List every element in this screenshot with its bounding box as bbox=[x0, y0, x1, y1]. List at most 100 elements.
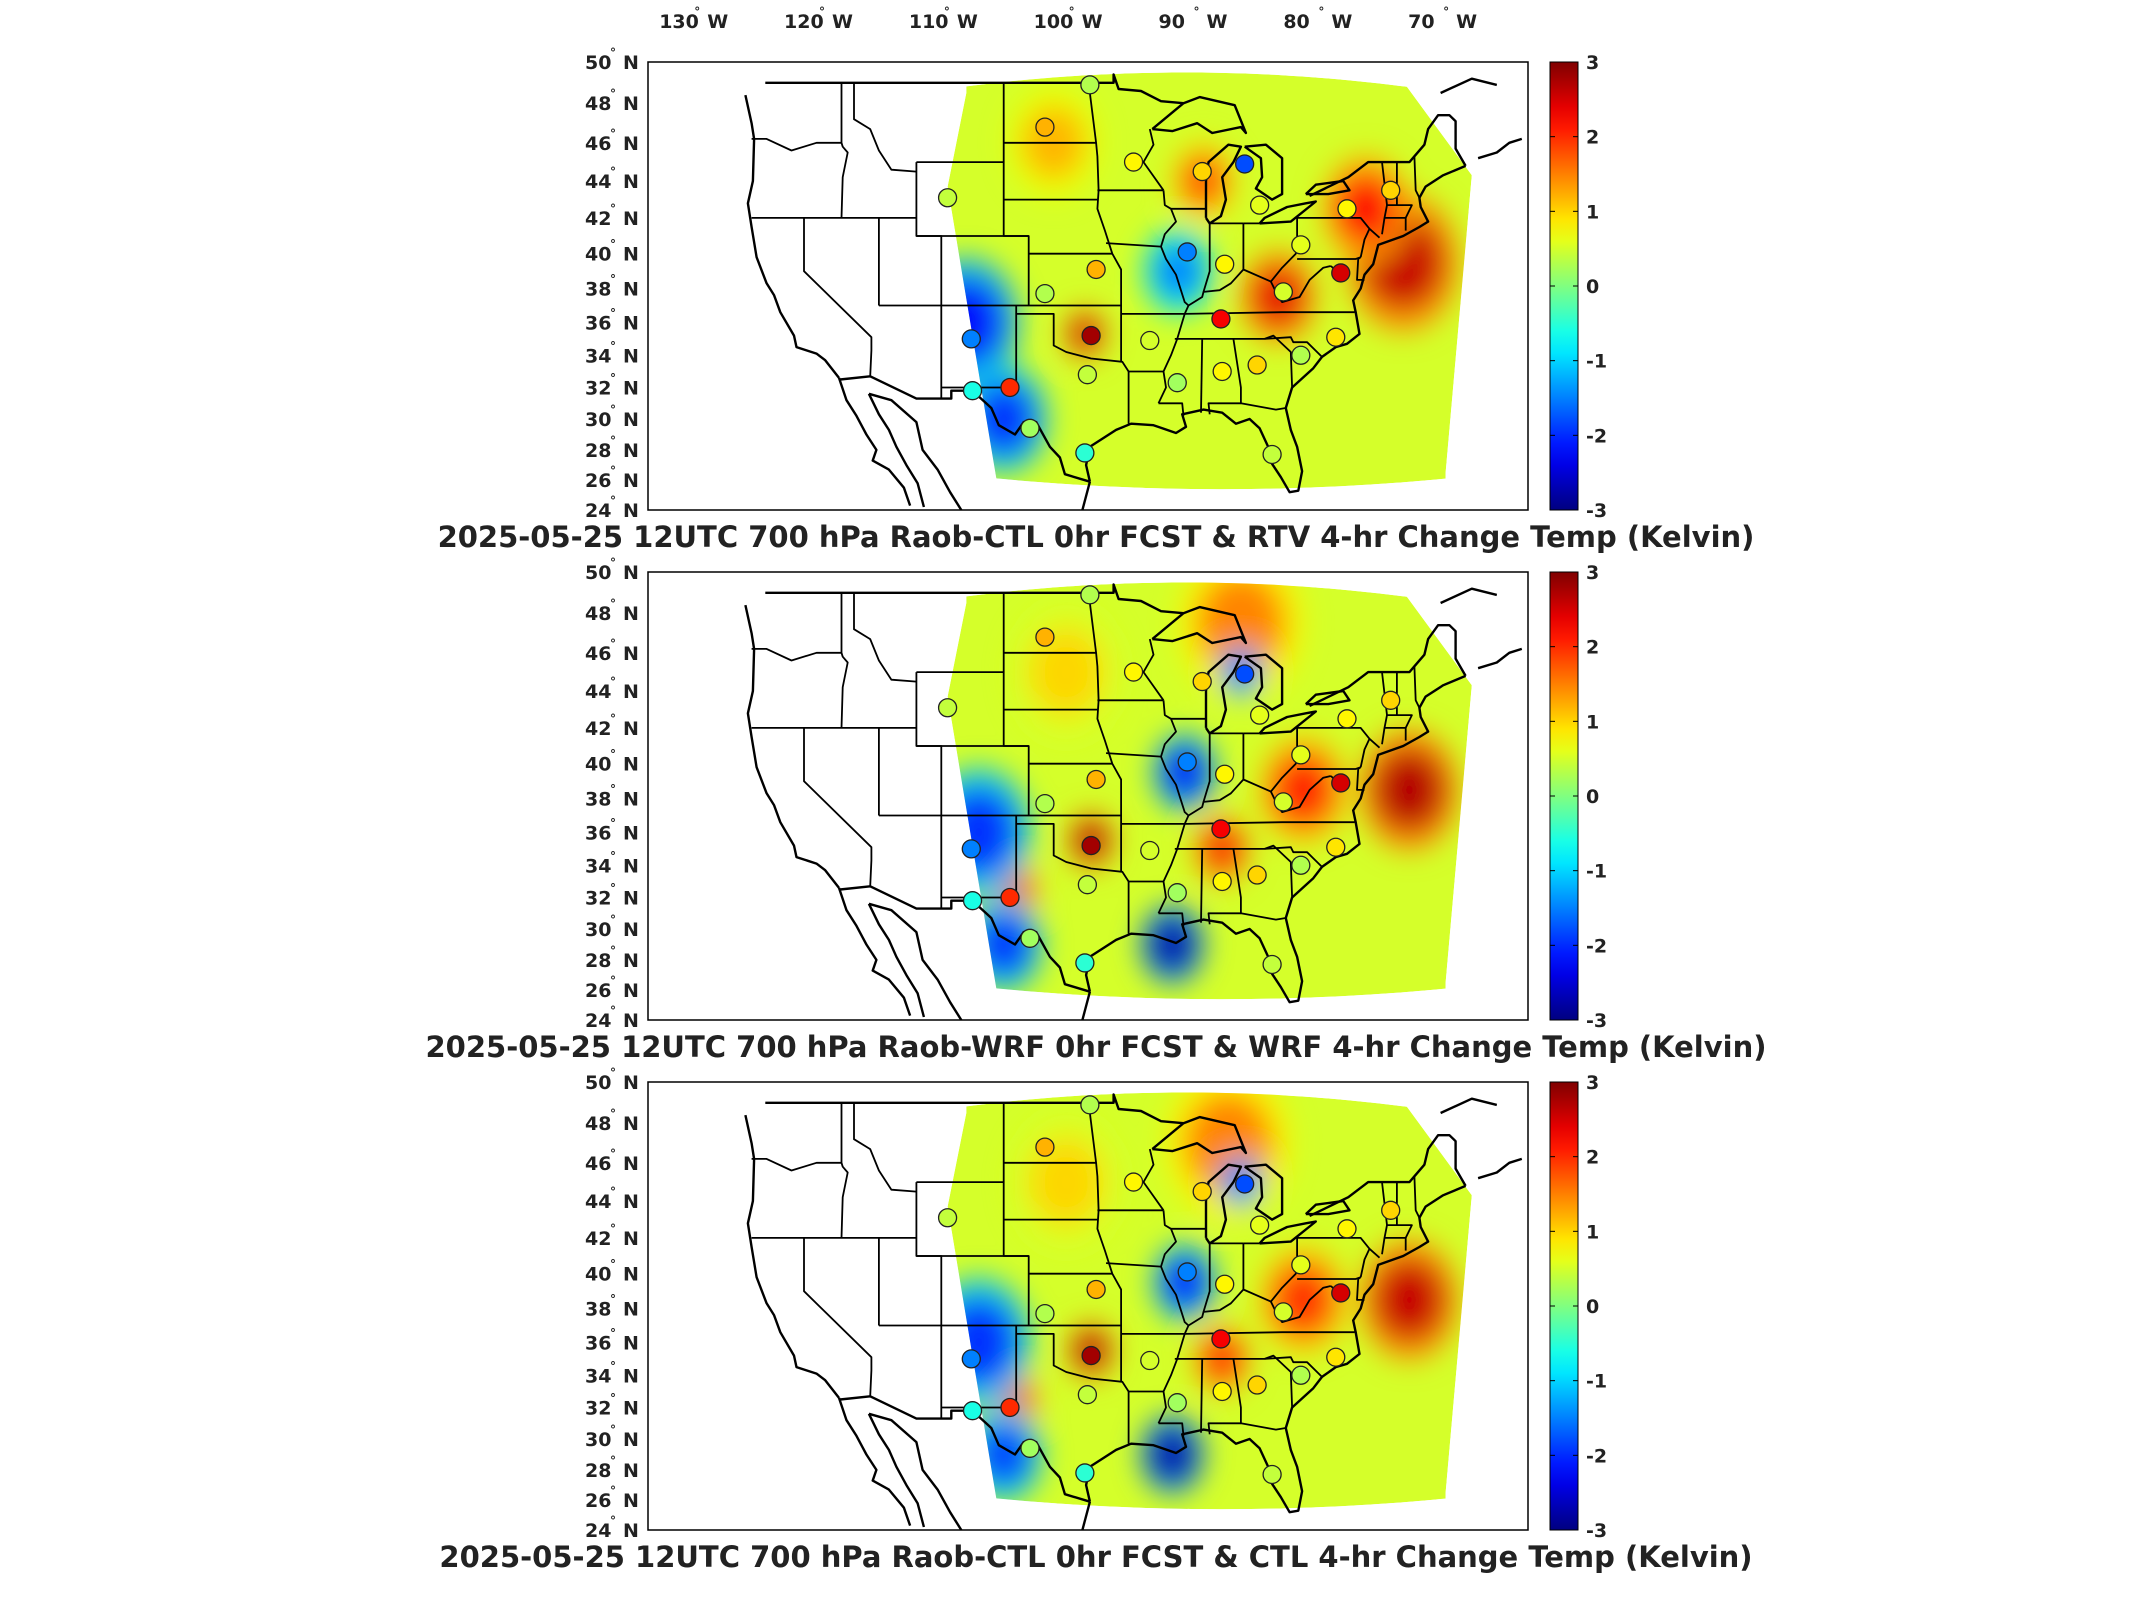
geography-outlines bbox=[744, 1093, 1523, 1530]
panel-title: 2025-05-25 12UTC 700 hPa Raob-WRF 0hr FC… bbox=[425, 1030, 1766, 1064]
longitude-label: 110 bbox=[909, 11, 949, 33]
coastline bbox=[867, 903, 926, 1018]
degree-symbol: ° bbox=[610, 944, 616, 958]
state-border bbox=[1297, 216, 1381, 239]
latitude-hemisphere: N bbox=[623, 681, 639, 703]
latitude-label: 42 bbox=[585, 718, 611, 740]
coastline bbox=[765, 1093, 1184, 1125]
colorbar-tick-label: 0 bbox=[1586, 786, 1599, 808]
degree-symbol: ° bbox=[610, 1107, 616, 1121]
colorbar-tick-label: -3 bbox=[1586, 1520, 1607, 1542]
state-border bbox=[1087, 1102, 1122, 1382]
coastline bbox=[1477, 137, 1523, 160]
raob-station-marker bbox=[1080, 1095, 1100, 1115]
state-border bbox=[1359, 1248, 1371, 1278]
map-frame bbox=[647, 61, 1529, 511]
raob-station-marker bbox=[1262, 444, 1282, 465]
state-border bbox=[1264, 844, 1293, 898]
degree-symbol: ° bbox=[610, 974, 616, 988]
degree-symbol: ° bbox=[944, 5, 950, 19]
latitude-hemisphere: N bbox=[623, 980, 639, 1002]
latitude-labels: 50° N48° N46° N44° N42° N40° N38° N36° N34° N32° N… bbox=[585, 46, 639, 522]
coastline bbox=[1081, 991, 1092, 1020]
raob-station-marker bbox=[1167, 883, 1187, 903]
latitude-label: 26 bbox=[585, 1490, 611, 1512]
state-border bbox=[1200, 338, 1204, 413]
cold-anomaly bbox=[1149, 918, 1195, 971]
latitude-hemisphere: N bbox=[623, 603, 639, 625]
raob-station-marker bbox=[1123, 1172, 1144, 1192]
raob-station-marker bbox=[1273, 282, 1293, 302]
latitude-label: 50 bbox=[585, 52, 611, 74]
raob-station-marker bbox=[1020, 928, 1040, 948]
state-border bbox=[941, 1333, 1130, 1409]
latitude-label: 36 bbox=[585, 1332, 611, 1354]
great-lake-outline bbox=[1244, 1163, 1284, 1221]
coastline bbox=[868, 1412, 963, 1530]
raob-station-marker bbox=[1000, 377, 1020, 398]
raob-station-marker bbox=[1086, 769, 1106, 790]
latitude-hemisphere: N bbox=[623, 788, 639, 810]
latitude-hemisphere: N bbox=[623, 1298, 639, 1320]
state-border bbox=[1174, 1356, 1323, 1378]
state-border bbox=[840, 592, 849, 728]
raob-station-marker bbox=[1337, 1219, 1357, 1239]
raob-station-marker bbox=[1035, 1303, 1055, 1324]
state-border bbox=[1413, 1176, 1421, 1219]
raob-station-marker bbox=[1075, 953, 1095, 973]
map-frame bbox=[647, 571, 1529, 1021]
latitude-hemisphere: N bbox=[623, 244, 639, 266]
degree-symbol: ° bbox=[610, 913, 616, 927]
degree-symbol: ° bbox=[610, 1326, 616, 1340]
state-border bbox=[1240, 402, 1286, 411]
longitude-label: 90 bbox=[1158, 11, 1184, 33]
longitude-label: 120 bbox=[784, 11, 824, 33]
degree-symbol: ° bbox=[1443, 5, 1449, 19]
coastline bbox=[1084, 1184, 1467, 1514]
degree-symbol: ° bbox=[610, 494, 616, 508]
colorbar-tick-label: 2 bbox=[1586, 637, 1599, 659]
latitude-hemisphere: N bbox=[623, 754, 639, 776]
latitude-label: 34 bbox=[585, 1365, 611, 1387]
degree-symbol: ° bbox=[610, 1004, 616, 1018]
coastline bbox=[1477, 1157, 1523, 1180]
map-panel: 50° N48° N46° N44° N42° N40° N38° N36° N34° N32° N… bbox=[439, 1066, 1752, 1574]
latitude-label: 24 bbox=[585, 1010, 611, 1032]
raob-station-marker bbox=[961, 839, 981, 859]
raob-station-marker bbox=[1020, 1438, 1040, 1458]
raob-station-marker bbox=[1077, 1385, 1098, 1405]
latitude-label: 32 bbox=[585, 1397, 611, 1419]
longitude-hemisphere: W bbox=[707, 11, 728, 33]
raob-station-marker bbox=[1000, 887, 1020, 908]
degree-symbol: ° bbox=[610, 556, 616, 570]
raob-station-marker bbox=[962, 891, 983, 911]
degree-symbol: ° bbox=[610, 46, 616, 60]
state-border bbox=[1384, 204, 1413, 219]
degree-symbol: ° bbox=[610, 339, 616, 353]
raob-station-marker bbox=[1123, 152, 1144, 172]
raob-station-marker bbox=[1140, 840, 1160, 861]
latitude-label: 40 bbox=[585, 244, 611, 266]
raob-station-marker bbox=[1077, 365, 1098, 385]
latitude-label: 48 bbox=[585, 603, 611, 625]
latitude-hemisphere: N bbox=[623, 409, 639, 431]
degree-symbol: ° bbox=[610, 675, 616, 689]
latitude-label: 28 bbox=[585, 950, 611, 972]
raob-station-marker bbox=[1086, 259, 1106, 280]
raob-station-marker bbox=[1235, 664, 1255, 684]
degree-symbol: ° bbox=[1318, 5, 1324, 19]
longitude-hemisphere: W bbox=[1456, 11, 1477, 33]
state-border bbox=[1174, 336, 1323, 358]
raob-stations bbox=[937, 75, 1401, 465]
degree-symbol: ° bbox=[610, 1292, 616, 1306]
latitude-label: 48 bbox=[585, 1113, 611, 1135]
degree-symbol: ° bbox=[610, 1147, 616, 1161]
raob-station-marker bbox=[1337, 199, 1357, 219]
state-border bbox=[751, 648, 842, 662]
raob-station-marker bbox=[1167, 1393, 1187, 1413]
degree-symbol: ° bbox=[610, 597, 616, 611]
colorbar-tick-label: 3 bbox=[1586, 562, 1599, 584]
cold-anomaly bbox=[1149, 1428, 1195, 1481]
colorbar-tick-label: 2 bbox=[1586, 127, 1599, 149]
state-border bbox=[853, 1102, 917, 1193]
